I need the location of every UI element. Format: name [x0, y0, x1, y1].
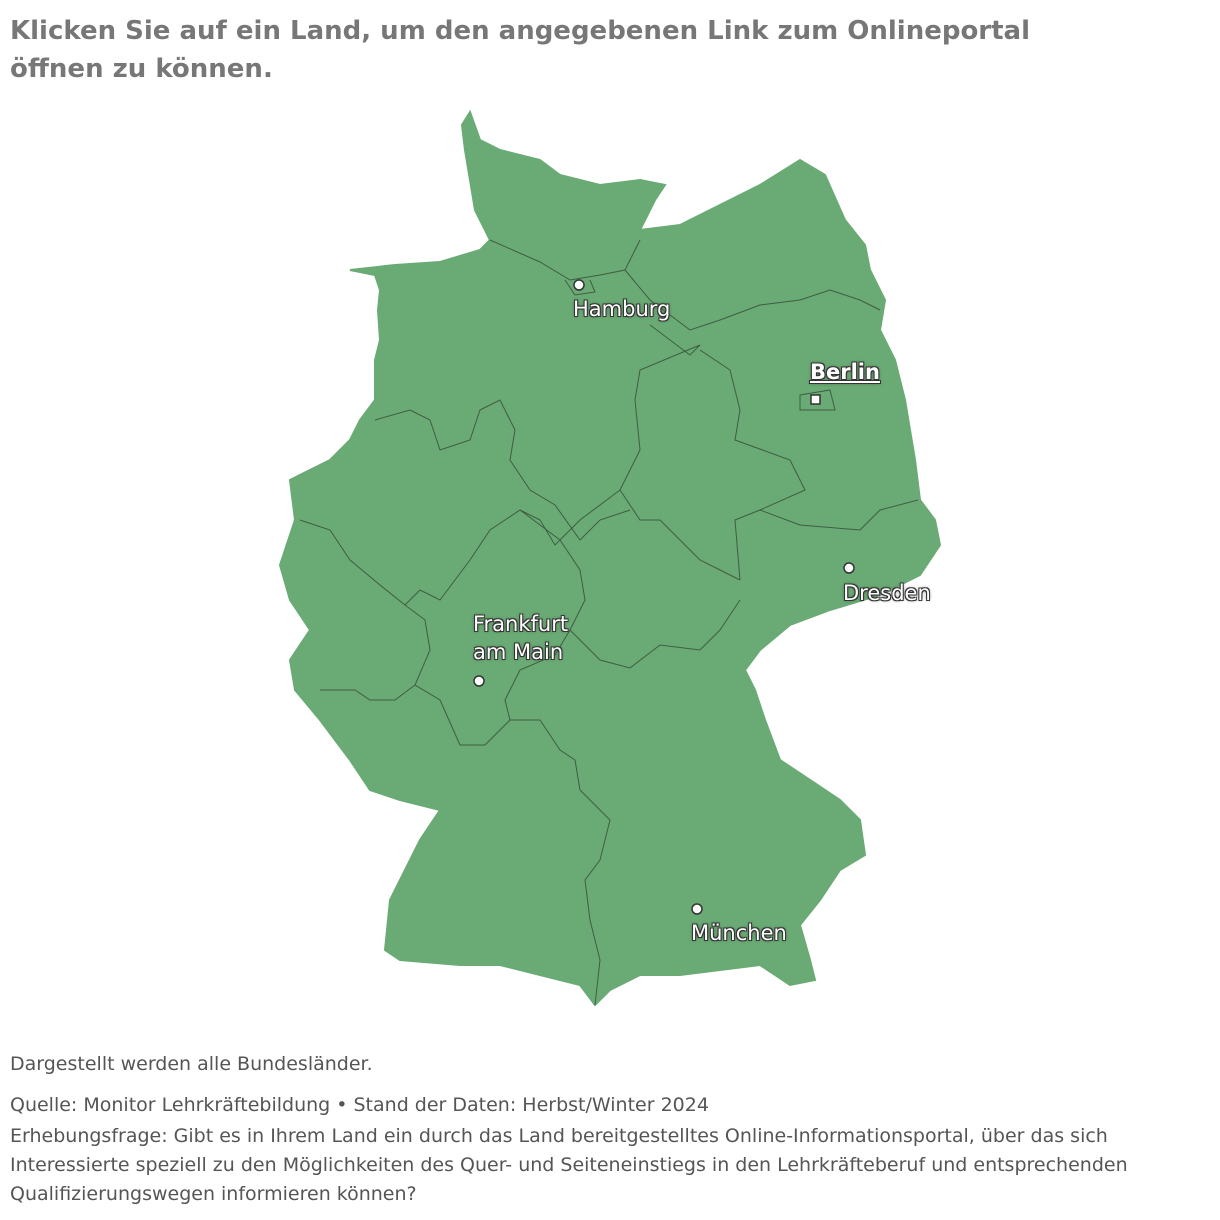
city-dot [843, 562, 855, 574]
capital-marker [810, 394, 821, 405]
note: Dargestellt werden alle Bundesländer. [10, 1053, 373, 1075]
state-borders [299, 239, 919, 1006]
city-dot [573, 279, 585, 291]
city-label: München [691, 921, 787, 945]
source: Quelle: Monitor Lehrkräftebildung • Stan… [10, 1094, 709, 1116]
germany-states[interactable] [278, 109, 942, 1007]
city-label: Hamburg [573, 297, 671, 321]
city-link[interactable]: Berlin [810, 360, 880, 384]
city-label: Dresden [843, 581, 931, 605]
city-dot [473, 675, 485, 687]
title: Klicken Sie auf ein Land, um den angegeb… [10, 16, 1031, 84]
question: Erhebungsfrage: Gibt es in Ihrem Land ei… [10, 1125, 1128, 1205]
city-label: Frankfurt am Main [473, 612, 569, 664]
city-dot [691, 903, 703, 915]
